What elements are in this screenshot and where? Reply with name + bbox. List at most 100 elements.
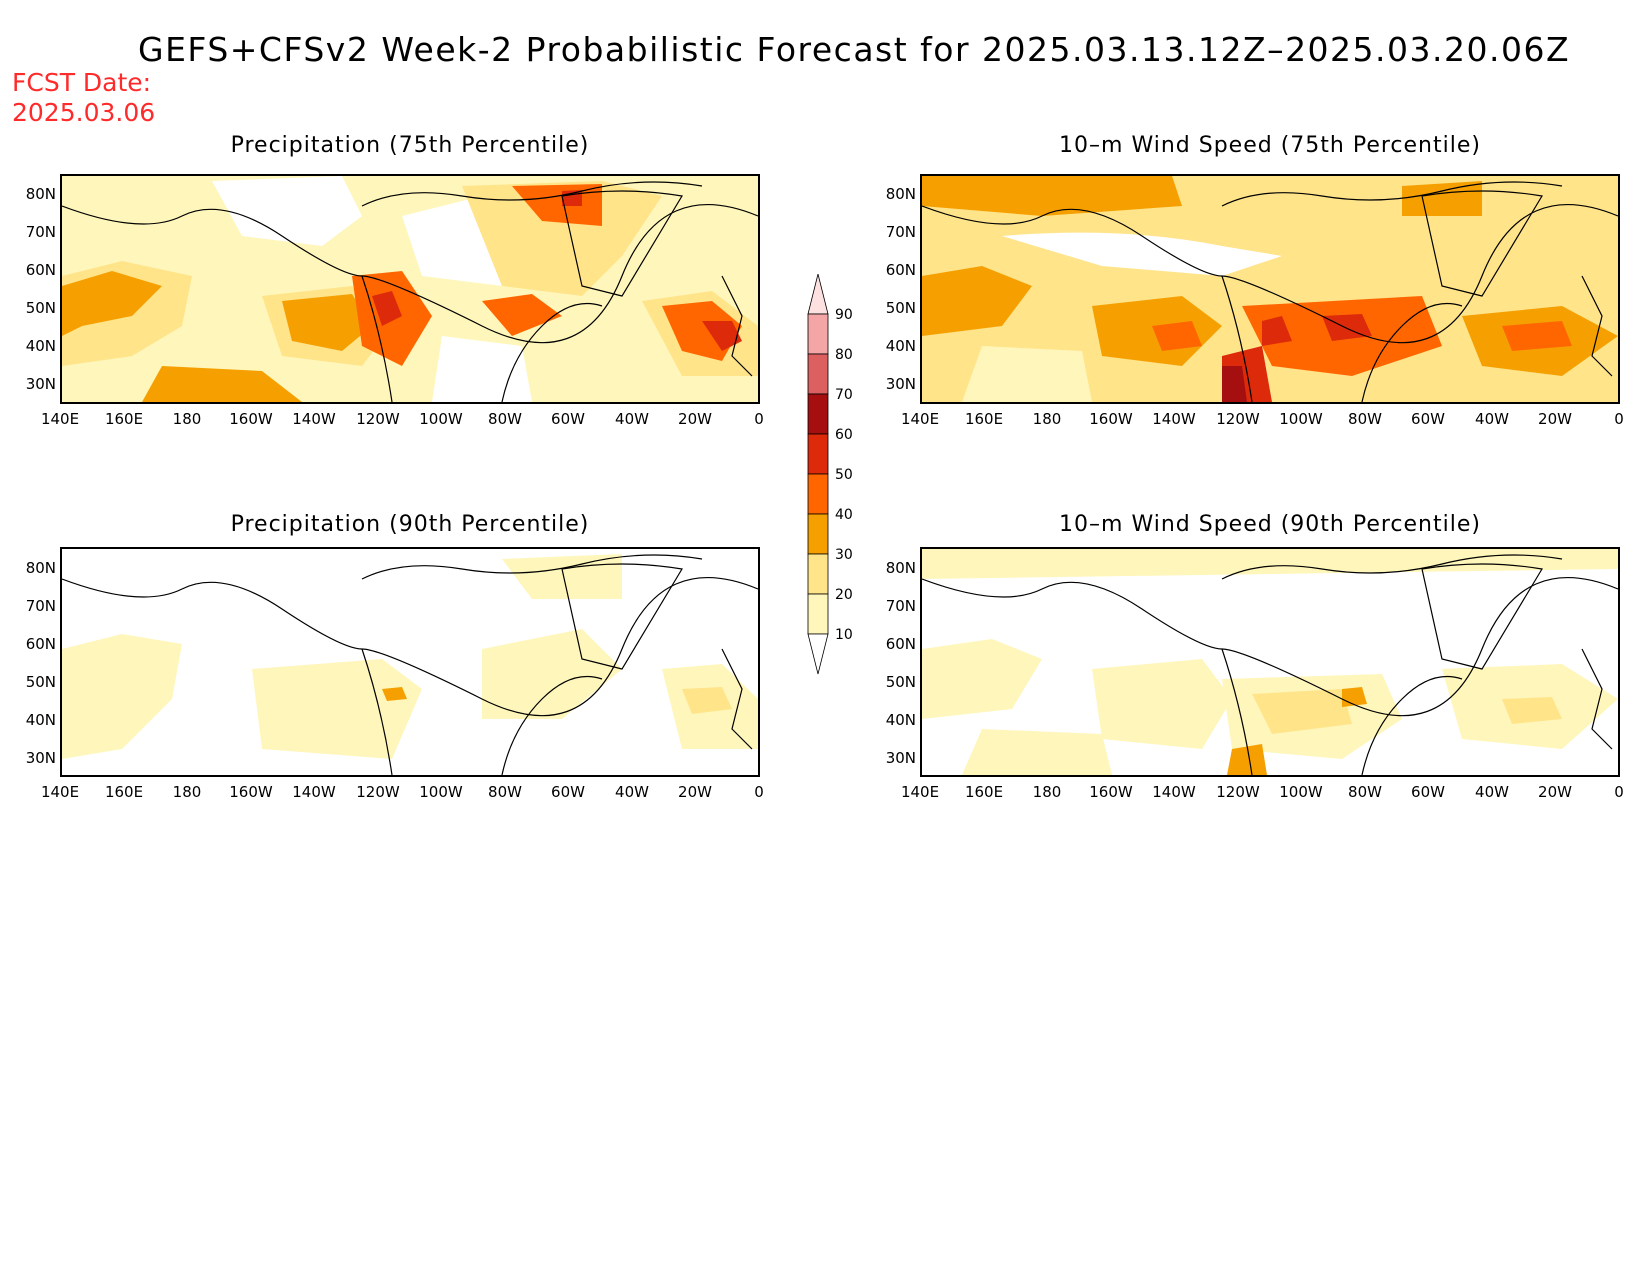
lon-label: 160W <box>229 410 273 428</box>
panel-title-precip-75: Precipitation (75th Percentile) <box>230 133 590 158</box>
colorbar-label: 80 <box>835 347 853 363</box>
lon-label: 120W <box>356 783 400 801</box>
lon-label: 60W <box>1411 783 1445 801</box>
lon-label: 140E <box>40 783 80 801</box>
lon-label: 180 <box>1032 410 1062 428</box>
colorbar-label: 40 <box>835 507 853 523</box>
colorbar-segment <box>807 473 829 515</box>
lon-label: 100W <box>419 410 463 428</box>
lat-label: 70N <box>885 597 916 615</box>
lon-label: 160E <box>964 410 1004 428</box>
lon-label: 160E <box>104 410 144 428</box>
lat-label: 40N <box>885 711 916 729</box>
lon-label: 80W <box>1348 783 1382 801</box>
lat-label: 50N <box>885 673 916 691</box>
lon-label: 140E <box>900 783 940 801</box>
forecast-date-value: 2025.03.06 <box>12 98 156 127</box>
lat-label: 50N <box>25 673 56 691</box>
lon-label: 140W <box>1152 410 1196 428</box>
lon-label: 160W <box>1089 410 1133 428</box>
lon-label: 40W <box>615 783 649 801</box>
colorbar-label: 50 <box>835 467 853 483</box>
colorbar-svg <box>807 273 829 675</box>
lat-label: 40N <box>885 337 916 355</box>
lon-label: 60W <box>551 783 585 801</box>
lon-label: 100W <box>419 783 463 801</box>
lon-label: 0 <box>1614 410 1624 428</box>
lon-label: 180 <box>172 410 202 428</box>
colorbar-label: 90 <box>835 307 853 323</box>
lon-label: 100W <box>1279 783 1323 801</box>
lon-label: 140E <box>900 410 940 428</box>
map-wind-90 <box>920 547 1620 777</box>
lon-label: 160W <box>229 783 273 801</box>
colorbar-segment <box>807 433 829 475</box>
lat-label: 60N <box>885 635 916 653</box>
colorbar-segment <box>807 553 829 595</box>
colorbar-label: 30 <box>835 547 853 563</box>
panel-title-precip-90: Precipitation (90th Percentile) <box>230 512 590 537</box>
lat-label: 70N <box>885 223 916 241</box>
map-precip-90 <box>60 547 760 777</box>
panel-title-wind-90: 10–m Wind Speed (90th Percentile) <box>1059 512 1481 537</box>
map-precip-90-svg <box>62 549 758 775</box>
colorbar-segment <box>807 593 829 635</box>
lon-label: 0 <box>1614 783 1624 801</box>
lat-label: 60N <box>885 261 916 279</box>
lat-label: 80N <box>885 185 916 203</box>
lon-label: 140W <box>292 783 336 801</box>
main-title: GEFS+CFSv2 Week-2 Probabilistic Forecast… <box>138 30 1571 69</box>
colorbar-label: 70 <box>835 387 853 403</box>
map-wind-90-svg <box>922 549 1618 775</box>
colorbar-top-cap <box>807 273 829 315</box>
lat-label: 60N <box>25 635 56 653</box>
panel-title-wind-75: 10–m Wind Speed (75th Percentile) <box>1059 133 1481 158</box>
lat-label: 30N <box>885 749 916 767</box>
colorbar-segment <box>807 393 829 435</box>
lon-label: 160E <box>104 783 144 801</box>
lon-label: 80W <box>488 783 522 801</box>
lon-label: 60W <box>1411 410 1445 428</box>
lon-label: 160E <box>964 783 1004 801</box>
lat-label: 70N <box>25 597 56 615</box>
colorbar-segment <box>807 313 829 355</box>
lon-label: 40W <box>615 410 649 428</box>
lat-label: 80N <box>25 185 56 203</box>
lon-label: 120W <box>356 410 400 428</box>
lon-label: 140W <box>292 410 336 428</box>
lon-label: 160W <box>1089 783 1133 801</box>
colorbar-segment <box>807 513 829 555</box>
lon-label: 180 <box>172 783 202 801</box>
lon-label: 80W <box>1348 410 1382 428</box>
lon-label: 0 <box>754 783 764 801</box>
lon-label: 180 <box>1032 783 1062 801</box>
lat-label: 70N <box>25 223 56 241</box>
lon-label: 60W <box>551 410 585 428</box>
lat-label: 60N <box>25 261 56 279</box>
lon-label: 100W <box>1279 410 1323 428</box>
lat-label: 30N <box>25 375 56 393</box>
map-precip-75-svg <box>62 176 758 402</box>
lon-label: 140W <box>1152 783 1196 801</box>
colorbar-label: 10 <box>835 627 853 643</box>
lon-label: 40W <box>1475 783 1509 801</box>
lon-label: 20W <box>1538 783 1572 801</box>
map-wind-75 <box>920 174 1620 404</box>
lon-label: 80W <box>488 410 522 428</box>
lat-label: 50N <box>885 299 916 317</box>
lon-label: 120W <box>1216 783 1260 801</box>
lat-label: 80N <box>25 559 56 577</box>
lon-label: 120W <box>1216 410 1260 428</box>
lon-label: 20W <box>678 410 712 428</box>
lat-label: 50N <box>25 299 56 317</box>
lon-label: 0 <box>754 410 764 428</box>
colorbar <box>800 273 870 684</box>
colorbar-label: 20 <box>835 587 853 603</box>
colorbar-label: 60 <box>835 427 853 443</box>
forecast-date-label: FCST Date: <box>12 68 152 97</box>
lon-label: 20W <box>1538 410 1572 428</box>
lat-label: 80N <box>885 559 916 577</box>
colorbar-segment <box>807 353 829 395</box>
lat-label: 40N <box>25 337 56 355</box>
lat-label: 40N <box>25 711 56 729</box>
